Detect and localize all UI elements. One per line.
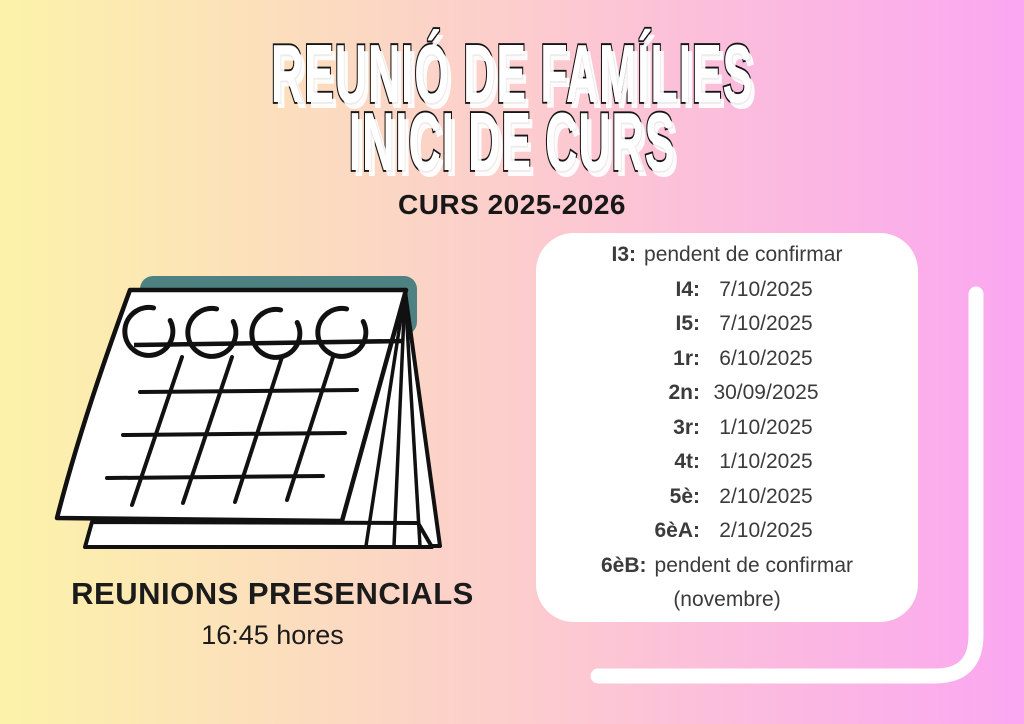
schedule-row-value: 1/10/2025 (719, 415, 813, 439)
schedule-row-value: pendent de confirmar (644, 243, 843, 266)
schedule-row: 1r: 6/10/2025 (536, 342, 918, 377)
schedule-row-label: 6èB: (601, 553, 647, 577)
schedule-row-value: 6/10/2025 (719, 346, 813, 370)
calendar-icon (54, 276, 442, 549)
schedule-row-value: 2/10/2025 (719, 519, 813, 542)
meeting-time-text: 16:45 hores (201, 620, 344, 650)
calendar-spiral-rings (122, 304, 369, 360)
schedule-row-value: 2/10/2025 (719, 484, 813, 508)
schedule-row-label: 4t: (674, 450, 700, 473)
poster-title-line1: REUNIÓ DE FAMÍLIES (270, 25, 754, 122)
schedule-row-label: 2n: (668, 381, 701, 404)
calendar-base-page (83, 520, 434, 549)
footer-block: REUNIONS PRESENCIALS 16:45 hores (40, 574, 505, 656)
schedule-row-label: I5: (675, 312, 700, 335)
schedule-row-label: I4: (675, 277, 700, 301)
schedule-row-label: 1r: (673, 346, 700, 370)
schedule-row-outro: 6èB: pendent de confirmar (536, 549, 918, 584)
schedule-row: 6èA: 2/10/2025 (536, 514, 918, 549)
schedule-row-value: pendent de confirmar (654, 553, 853, 577)
schedule-row-label: I3: (611, 243, 637, 266)
calendar-fan-lines (364, 290, 422, 547)
schedule-note: (novembre) (673, 588, 781, 611)
schedule-row-label: 3r: (673, 415, 700, 439)
schedule-row: 5è: 2/10/2025 (536, 480, 918, 515)
meeting-type-text: REUNIONS PRESENCIALS (71, 576, 474, 611)
schedule-row-value: 1/10/2025 (719, 450, 813, 473)
calendar-header-line (133, 338, 404, 348)
schedule-row-label: 6èA: (654, 519, 700, 542)
schedule-row-intro: I3: pendent de confirmar (536, 238, 918, 273)
schedule-row-value: 7/10/2025 (719, 277, 813, 301)
schedule-row: I4: 7/10/2025 (536, 273, 918, 308)
schedule-row: 3r: 1/10/2025 (536, 411, 918, 446)
schedule-row-value: 30/09/2025 (713, 381, 819, 404)
poster-title-line2: INICI DE CURS (348, 93, 676, 190)
schedule-card: I3: pendent de confirmar I4: 7/10/2025 I5… (536, 233, 918, 622)
poster-subtitle: CURS 2025-2026 (397, 189, 627, 220)
schedule-row: 4t: 1/10/2025 (536, 445, 918, 480)
schedule-row-value: 7/10/2025 (719, 312, 813, 335)
schedule-row-label: 5è: (669, 484, 700, 508)
calendar-front-page (54, 287, 409, 524)
calendar-grid-lines (105, 355, 359, 507)
schedule-row: 2n: 30/09/2025 (536, 376, 918, 411)
schedule-row: I5: 7/10/2025 (536, 307, 918, 342)
title-block: REUNIÓ DE FAMÍLIES INICI DE CURS CURS 20… (0, 25, 1024, 222)
